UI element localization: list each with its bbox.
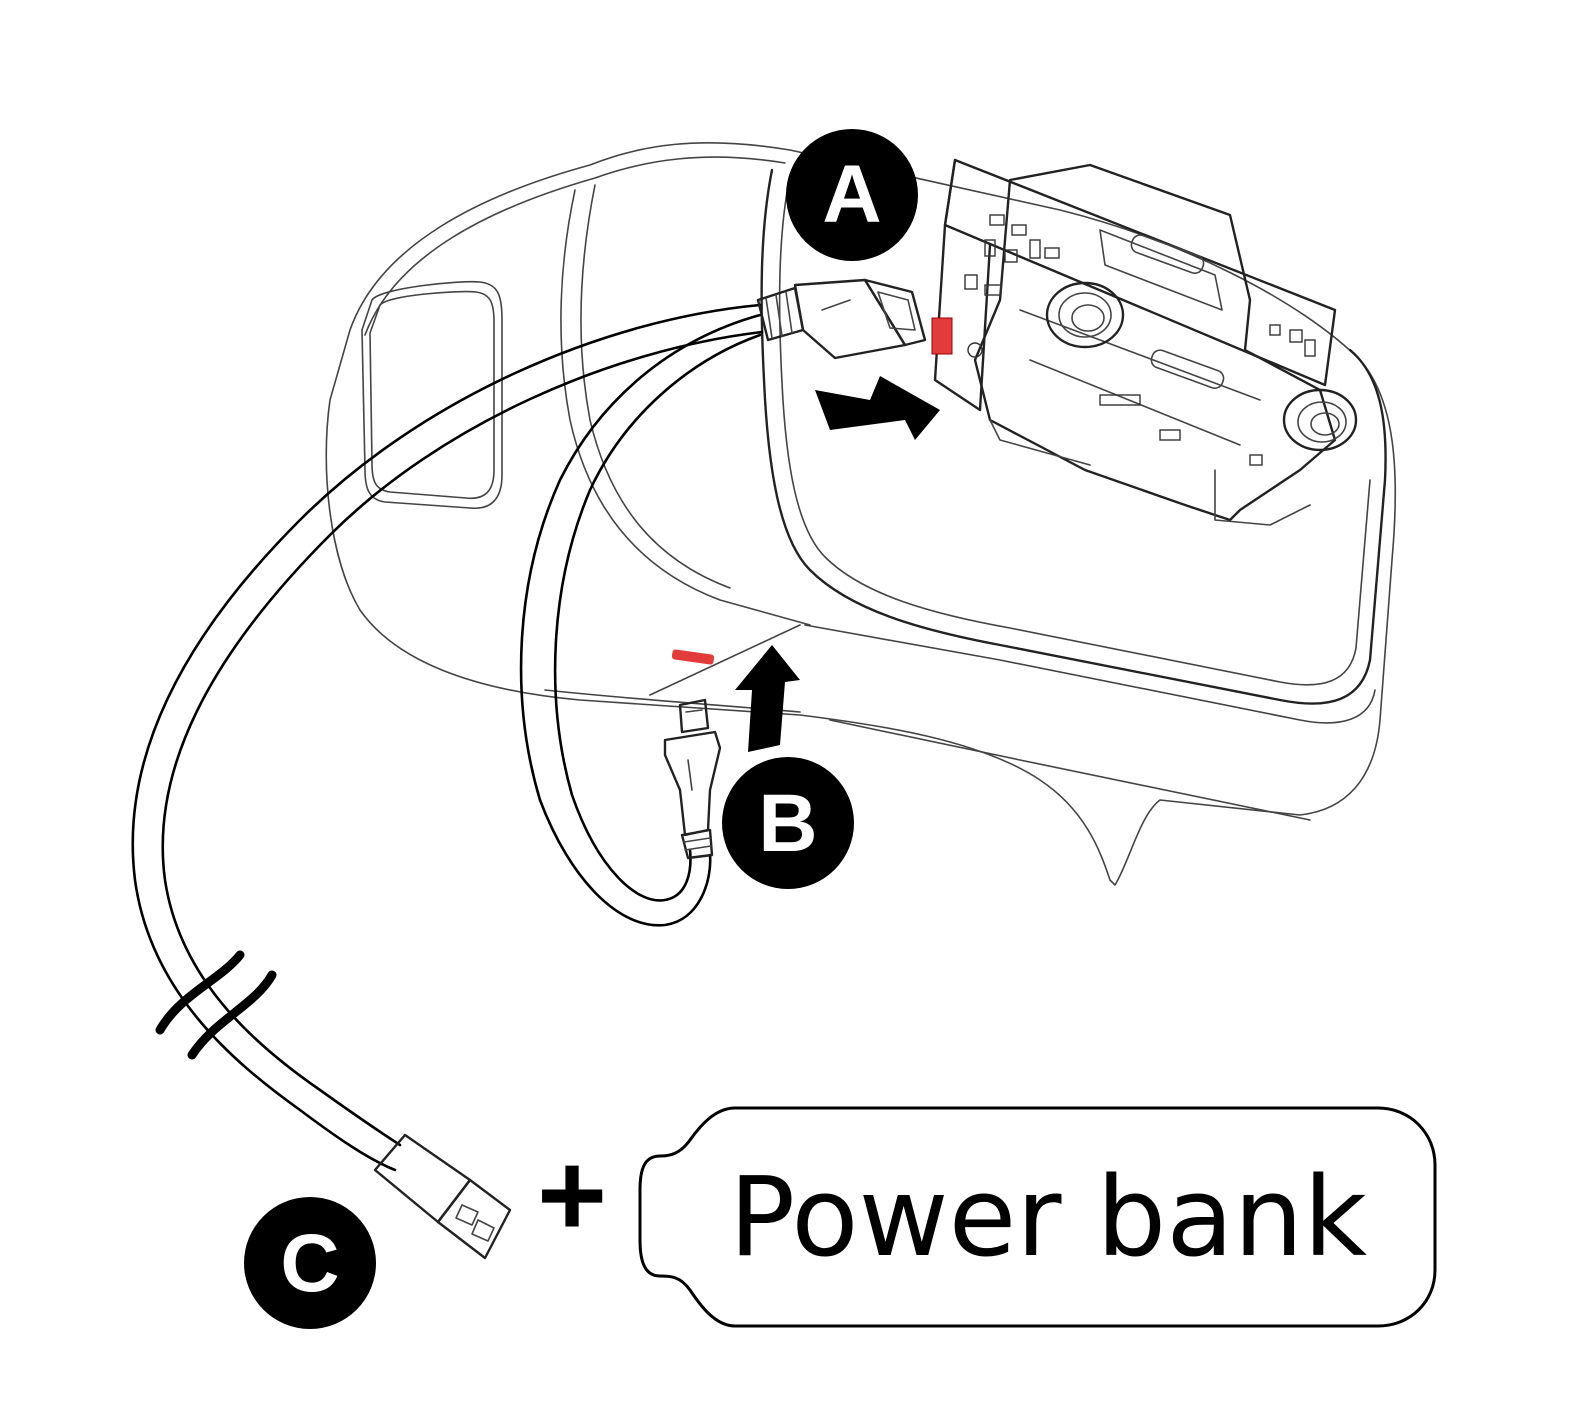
step-badge-a: A <box>786 129 918 261</box>
power-bank: Power bank <box>638 1106 1437 1328</box>
insert-arrow-icon <box>735 645 800 752</box>
step-badge-a-label: A <box>822 149 881 240</box>
camera-board-icon <box>931 158 1358 526</box>
usb-a-plug-icon <box>373 1133 512 1260</box>
power-bank-label: Power bank <box>729 1153 1367 1281</box>
push-arrow-icon <box>815 376 940 440</box>
cable-break-marks-icon <box>155 950 277 1060</box>
port-indicator-icon <box>671 649 715 665</box>
step-badge-b: B <box>722 757 854 889</box>
micro-usb-plug-b-icon <box>663 698 722 860</box>
battery-shape-icon <box>638 1106 1437 1328</box>
plus-sign: + <box>537 1128 607 1262</box>
step-badge-c-label: C <box>280 1218 339 1309</box>
usb-cable-icon <box>131 303 764 1172</box>
vr-headset-body-icon <box>325 141 1397 886</box>
board-port-icon <box>931 317 953 355</box>
step-badge-c: C <box>244 1197 376 1329</box>
micro-usb-plug-a-icon <box>756 278 927 360</box>
step-badge-b-label: B <box>758 778 817 869</box>
